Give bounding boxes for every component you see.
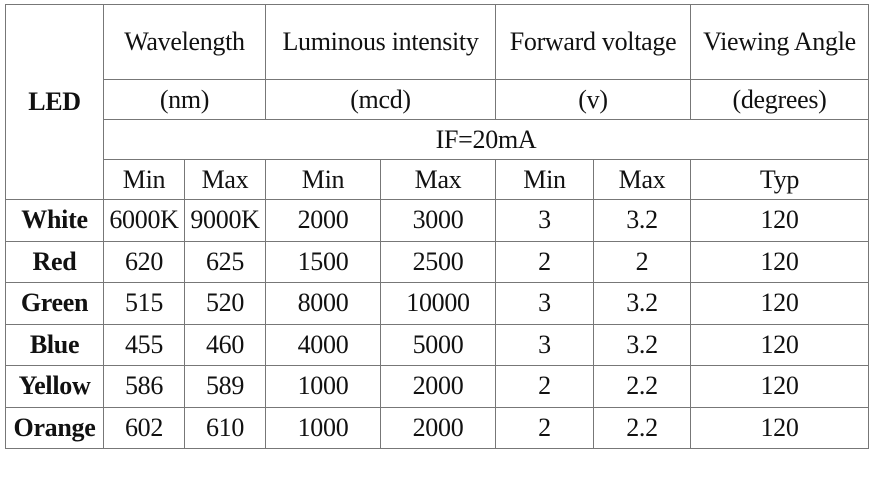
group-header: Forward voltage: [495, 4, 692, 80]
table-cell: 3.2: [593, 199, 692, 242]
table-cell: 120: [690, 282, 870, 325]
table-cell: 2000: [379, 365, 497, 408]
table-cell: 586: [103, 365, 185, 408]
table-cell: 3.2: [593, 323, 692, 366]
led-name: Green: [5, 282, 104, 325]
table-body: LED Wavelength Luminous intensity Forward v…: [5, 4, 870, 449]
table-cell: 2.2: [593, 406, 692, 449]
table-cell: 455: [103, 323, 185, 366]
sub-header: Min: [495, 159, 595, 200]
table-cell: 610: [184, 406, 266, 449]
table-cell: 1000: [265, 406, 381, 449]
table-cell: 2000: [265, 199, 381, 242]
table-cell: 120: [690, 240, 870, 283]
table-row: (nm) (mcd) (v) (degrees): [6, 79, 870, 120]
led-spec-table: LED Wavelength Luminous intensity Forward v…: [5, 4, 870, 449]
group-header: Wavelength: [103, 4, 266, 80]
test-condition: IF=20mA: [102, 119, 870, 160]
led-name: Yellow: [5, 365, 104, 408]
table-row: Orange 602 610 1000 2000 2 2.2 120: [5, 406, 870, 449]
table-cell: 3000: [379, 199, 497, 242]
table-cell: 460: [184, 323, 266, 366]
led-name: White: [5, 199, 104, 242]
table-cell: 4000: [265, 323, 381, 366]
table-row: LED Wavelength Luminous intensity Forward v…: [5, 4, 870, 200]
led-header: LED: [5, 4, 104, 200]
table-row: IF=20mA: [6, 119, 870, 160]
table-cell: 3: [495, 323, 595, 366]
table-cell: 2000: [379, 406, 497, 449]
group-unit: (degrees): [690, 79, 870, 120]
group-unit: (nm): [103, 79, 266, 120]
table-cell: 3: [495, 199, 595, 242]
table-row: Blue 455 460 4000 5000 3 3.2 120: [5, 323, 870, 366]
group-header: Viewing Angle: [690, 4, 870, 80]
led-name: Blue: [5, 323, 104, 366]
table-cell: 625: [184, 240, 266, 283]
table-cell: 515: [103, 282, 185, 325]
table-cell: 2: [495, 365, 595, 408]
led-name: Red: [5, 240, 104, 283]
table-row: White 6000K 9000K 2000 3000 3 3.2 120: [5, 199, 870, 242]
table-cell: 120: [690, 365, 870, 408]
table-row: Min Max Min Max Min Max Typ: [6, 159, 870, 200]
table-cell: 2: [495, 240, 595, 283]
table-row: Yellow 586 589 1000 2000 2 2.2 120: [5, 365, 870, 408]
table-row: Red 620 625 1500 2500 2 2 120: [5, 240, 870, 283]
table-cell: 9000K: [184, 199, 266, 242]
table-cell: 2: [495, 406, 595, 449]
table-cell: 2: [593, 240, 692, 283]
table-cell: 3: [495, 282, 595, 325]
led-name: Orange: [5, 406, 104, 449]
table-row: Green 515 520 8000 10000 3 3.2 120: [5, 282, 870, 325]
sub-header: Max: [184, 159, 266, 200]
table-cell: 3.2: [593, 282, 692, 325]
sub-header: Max: [593, 159, 692, 200]
group-header: Luminous intensity: [264, 4, 497, 80]
table-cell: 120: [690, 199, 870, 242]
table-cell: 602: [103, 406, 185, 449]
sub-header: Typ: [690, 159, 870, 200]
table-cell: 8000: [265, 282, 381, 325]
table-cell: 1000: [265, 365, 381, 408]
table-cell: 520: [184, 282, 266, 325]
table-cell: 2.2: [593, 365, 692, 408]
sub-header: Min: [265, 159, 381, 200]
group-unit: (mcd): [264, 79, 497, 120]
sub-header: Max: [379, 159, 497, 200]
table-cell: 5000: [379, 323, 497, 366]
table-cell: 589: [184, 365, 266, 408]
sub-header: Min: [103, 159, 185, 200]
table-cell: 120: [690, 323, 870, 366]
table-cell: 2500: [379, 240, 497, 283]
group-unit: (v): [495, 79, 692, 120]
table-cell: 120: [690, 406, 870, 449]
table-cell: 1500: [265, 240, 381, 283]
table-cell: 10000: [379, 282, 497, 325]
table-cell: 620: [103, 240, 185, 283]
table-cell: 6000K: [103, 199, 185, 242]
